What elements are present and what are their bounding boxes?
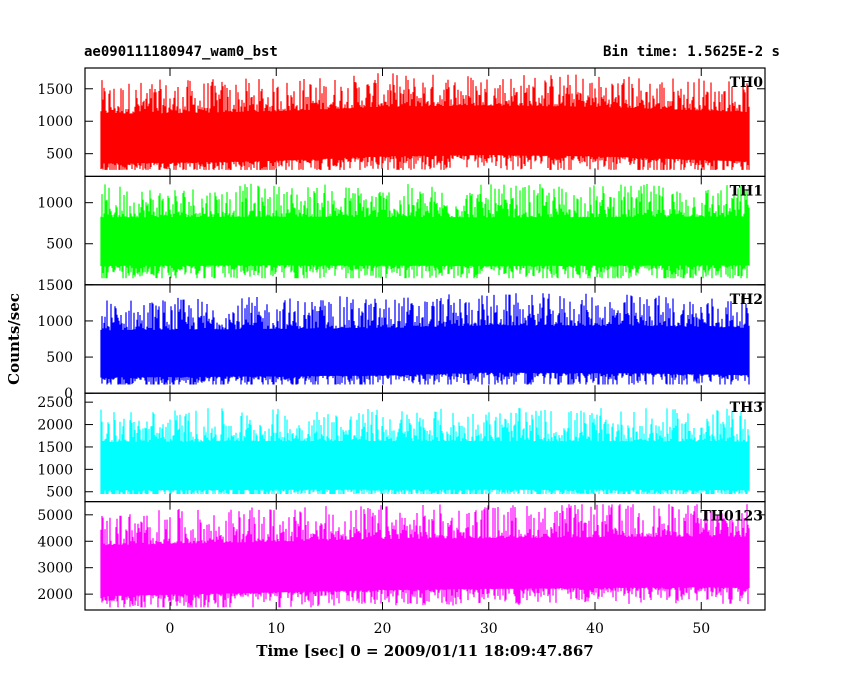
panel-th1: 0 500 1000 TH1 <box>37 175 766 294</box>
panel-th3: 500 1000 1500 2000 2500 TH3 <box>37 392 766 503</box>
x-tick-label: 10 <box>267 621 285 637</box>
series-th2 <box>100 293 750 385</box>
panel-label: TH1 <box>730 183 763 199</box>
x-axis-label: Time [sec] 0 = 2009/01/11 18:09:47.867 <box>256 642 593 660</box>
y-tick-label: 1500 <box>37 82 73 98</box>
panel-label: TH2 <box>730 292 763 308</box>
series-th3 <box>100 408 750 494</box>
chart-title: ae090111180947_wam0_bst <box>84 44 278 60</box>
series-th0 <box>100 73 750 170</box>
y-tick-label: 1000 <box>37 314 73 330</box>
bin-time-label: Bin time: 1.5625E-2 s <box>602 44 780 60</box>
y-tick-label: 5000 <box>37 508 73 524</box>
y-tick-label: 1000 <box>37 196 73 212</box>
x-tick-label: 50 <box>692 621 710 637</box>
x-tick-label: 20 <box>374 621 392 637</box>
y-tick-label: 0 <box>64 278 73 294</box>
panel-th0123: 2000 3000 4000 5000 TH0123 <box>37 501 766 611</box>
y-tick-label: 500 <box>46 350 73 366</box>
y-tick-label: 2000 <box>37 418 73 434</box>
panel-label: TH0 <box>730 75 764 91</box>
y-tick-label: 500 <box>46 237 73 253</box>
panel-label: TH0123 <box>700 509 763 525</box>
series-th1 <box>100 183 750 279</box>
panel-th0: 500 1000 1500 TH0 <box>37 67 766 178</box>
series-th0123 <box>100 504 750 608</box>
y-axis-label: Counts/sec <box>5 293 23 385</box>
x-tick-label: 0 <box>166 621 175 637</box>
panel-label: TH3 <box>730 400 763 416</box>
panel-th2: 0 500 1000 1500 TH2 <box>37 278 766 402</box>
y-tick-label: 3000 <box>37 561 73 577</box>
y-tick-label: 4000 <box>37 534 73 550</box>
y-tick-label: 1000 <box>37 114 73 130</box>
panel-frame <box>84 501 766 611</box>
y-tick-label: 1500 <box>37 440 73 456</box>
y-tick-label: 2500 <box>37 395 73 411</box>
y-tick-label: 1000 <box>37 462 73 478</box>
y-tick-label: 500 <box>46 147 73 163</box>
x-tick-label: 30 <box>480 621 498 637</box>
y-tick-label: 0 <box>64 386 73 402</box>
x-tick-label: 40 <box>586 621 604 637</box>
y-tick-label: 2000 <box>37 587 73 603</box>
y-tick-label: 500 <box>46 485 73 501</box>
y-tick-label: 1500 <box>37 278 73 294</box>
